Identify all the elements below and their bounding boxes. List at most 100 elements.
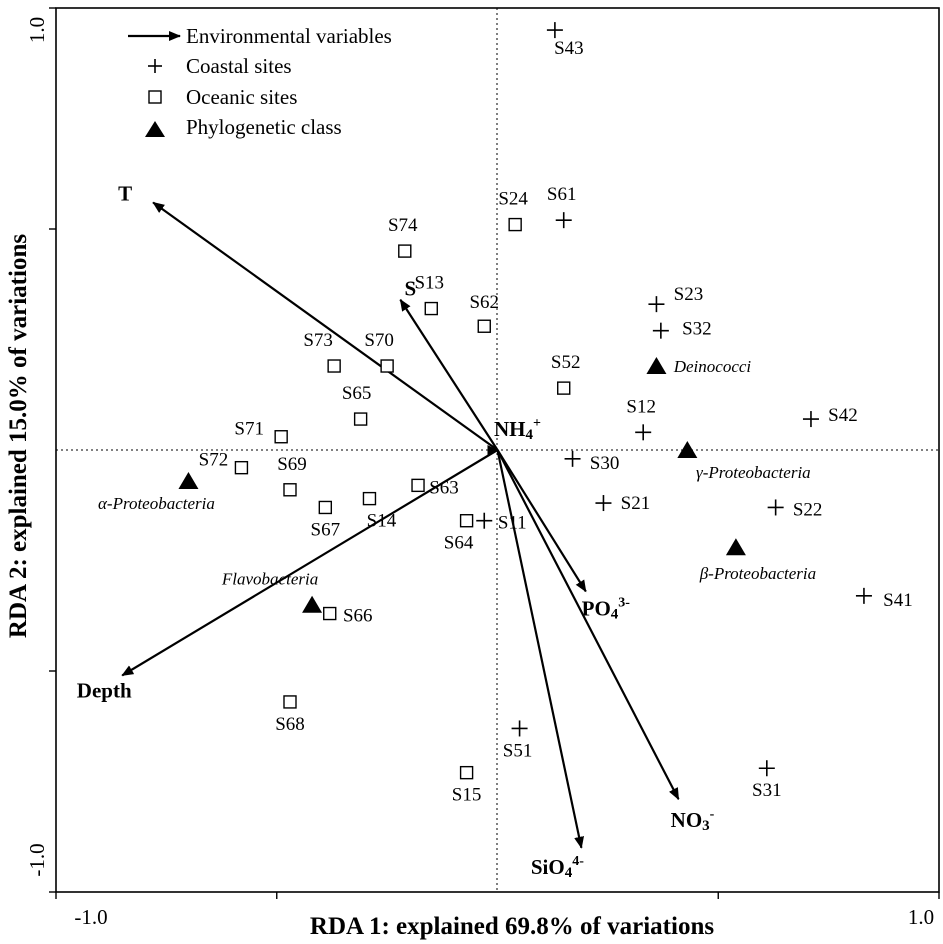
legend-square-symbol (148, 90, 162, 104)
legend-label-oceanic: Oceanic sites (186, 85, 297, 109)
coastal-site-s51 (511, 720, 528, 737)
vector-depth (121, 449, 499, 677)
coastal-site-label-s11: S11 (498, 513, 527, 534)
oceanic-site-s62 (477, 319, 491, 333)
coastal-site-label-s23: S23 (674, 284, 704, 305)
oceanic-site-s65 (353, 412, 368, 426)
oceanic-site-label-s69: S69 (277, 454, 307, 475)
oceanic-site-s64 (459, 514, 474, 528)
oceanic-site-label-s72: S72 (199, 450, 229, 471)
coastal-site-s22 (767, 499, 784, 516)
oceanic-site-label-s62: S62 (469, 292, 499, 313)
class-marker-deinococci (646, 357, 667, 375)
coastal-site-s23 (648, 296, 665, 313)
vector-label-nh4: NH4+ (494, 416, 541, 443)
oceanic-site-s69 (283, 483, 297, 497)
oceanic-site-s52 (557, 381, 571, 395)
coastal-site-label-s51: S51 (503, 740, 533, 761)
oceanic-site-s71 (274, 430, 288, 444)
phylogenetic-classes: Deinococci γ-Proteobacteria α-Proteobacter… (98, 357, 816, 613)
coastal-site-s21 (595, 495, 612, 512)
axis-ticks (49, 7, 940, 899)
legend-label-phylogenetic: Phylogenetic class (186, 115, 342, 139)
oceanic-site-s74 (398, 244, 412, 258)
oceanic-site-label-s52: S52 (551, 352, 581, 373)
oceanic-site-s15 (459, 765, 474, 780)
coastal-site-label-s30: S30 (590, 453, 620, 474)
coastal-site-s32 (652, 322, 669, 339)
vector-s (399, 298, 499, 451)
oceanic-site-s67 (318, 500, 333, 515)
oceanic-site-label-s64: S64 (444, 533, 474, 554)
oceanic-site-label-s66: S66 (343, 606, 373, 627)
coastal-site-label-s31: S31 (752, 780, 782, 801)
oceanic-site-label-s15: S15 (452, 785, 482, 806)
legend-label-coastal: Coastal sites (186, 54, 292, 78)
coastal-site-s30 (564, 450, 581, 467)
coastal-site-s41 (855, 587, 872, 604)
class-label-flavobacteria: Flavobacteria (221, 570, 318, 589)
oceanic-site-label-s68: S68 (275, 714, 305, 735)
oceanic-site-s70 (380, 359, 394, 373)
class-label-gamma-proteobacteria: γ-Proteobacteria (696, 463, 811, 482)
coastal-site-label-s22: S22 (793, 499, 823, 520)
vector-label-no3: NO3- (671, 807, 715, 834)
vector-origin-marker (487, 445, 498, 455)
coastal-site-label-s43: S43 (554, 38, 584, 59)
class-label-beta-proteobacteria: β-Proteobacteria (699, 564, 816, 583)
oceanic-site-s63 (411, 478, 425, 493)
vector-label-depth: Depth (77, 678, 132, 702)
coastal-site-label-s21: S21 (621, 493, 651, 514)
y-axis-title: RDA 2: explained 15.0% of variations (5, 234, 32, 638)
coastal-site-label-s61: S61 (547, 184, 577, 205)
class-marker-flavobacteria (302, 595, 323, 613)
oceanic-site-label-s65: S65 (342, 383, 372, 404)
oceanic-site-s66 (323, 606, 337, 621)
coastal-site-s31 (758, 760, 775, 777)
vector-t (152, 201, 499, 451)
oceanic-site-s73 (327, 359, 341, 373)
legend-plus-symbol (148, 59, 162, 73)
vector-label-sio4: SiO44- (531, 854, 584, 881)
oceanic-site-label-s70: S70 (364, 330, 394, 351)
coastal-site-s42 (802, 411, 819, 428)
coastal-site-label-s32: S32 (682, 319, 712, 340)
coastal-site-s61 (555, 212, 572, 229)
oceanic-site-label-s24: S24 (498, 189, 528, 210)
oceanic-site-s14 (362, 491, 377, 506)
coastal-site-label-s41: S41 (883, 590, 913, 611)
coastal-site-s12 (635, 424, 652, 441)
x-tick-label-right: 1.0 (908, 905, 934, 929)
vector-sio4 (496, 449, 585, 849)
oceanic-site-s13 (424, 301, 438, 316)
coastal-site-label-s12: S12 (626, 396, 656, 417)
oceanic-site-label-s14: S14 (367, 511, 397, 532)
vector-label-po4: PO43- (582, 595, 631, 622)
coastal-site-s11 (476, 512, 493, 529)
class-label-deinococci: Deinococci (673, 357, 752, 376)
oceanic-site-label-s74: S74 (388, 215, 418, 236)
vector-label-t: T (118, 181, 132, 205)
coastal-site-label-s42: S42 (828, 405, 858, 426)
y-tick-label-top: 1.0 (25, 17, 49, 43)
vector-no3 (496, 449, 680, 801)
x-axis-title: RDA 1: explained 69.8% of variations (310, 913, 714, 940)
y-tick-label-bottom: -1.0 (25, 843, 49, 876)
oceanic-site-s68 (283, 695, 297, 709)
class-marker-alpha-proteobacteria (178, 471, 199, 489)
oceanic-site-label-s67: S67 (311, 519, 341, 540)
x-tick-label-left: -1.0 (74, 905, 107, 929)
environmental-vectors: T S NH4+ Depth PO43- SiO44- NO3- (77, 181, 715, 880)
oceanic-site-label-s73: S73 (303, 330, 333, 351)
coastal-site-s43 (546, 22, 563, 39)
class-marker-beta-proteobacteria (725, 538, 746, 556)
vector-label-s: S (405, 277, 417, 301)
legend-triangle-symbol (145, 121, 165, 137)
class-marker-gamma-proteobacteria (677, 441, 698, 458)
oceanic-site-label-s63: S63 (429, 477, 459, 498)
class-label-alpha-proteobacteria: α-Proteobacteria (98, 494, 215, 513)
oceanic-site-s72 (234, 460, 249, 475)
oceanic-site-label-s13: S13 (414, 273, 444, 294)
